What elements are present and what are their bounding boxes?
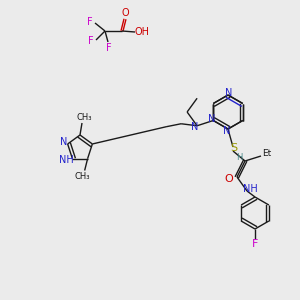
Text: NH: NH — [243, 184, 257, 194]
Text: O: O — [225, 174, 233, 184]
Text: F: F — [88, 36, 94, 46]
Text: NH: NH — [59, 154, 74, 164]
Text: N: N — [223, 126, 231, 136]
Text: S: S — [230, 143, 238, 153]
Text: CH₃: CH₃ — [75, 172, 90, 181]
Text: N: N — [225, 88, 233, 98]
Text: F: F — [87, 17, 93, 27]
Text: N: N — [60, 137, 67, 147]
Text: O: O — [121, 8, 129, 18]
Text: F: F — [106, 43, 112, 53]
Text: OH: OH — [134, 27, 149, 37]
Text: F: F — [252, 239, 258, 249]
Text: N: N — [208, 113, 215, 124]
Text: N: N — [191, 122, 199, 132]
Text: Et: Et — [262, 149, 272, 158]
Text: CH₃: CH₃ — [76, 112, 92, 122]
Text: H: H — [236, 154, 242, 163]
